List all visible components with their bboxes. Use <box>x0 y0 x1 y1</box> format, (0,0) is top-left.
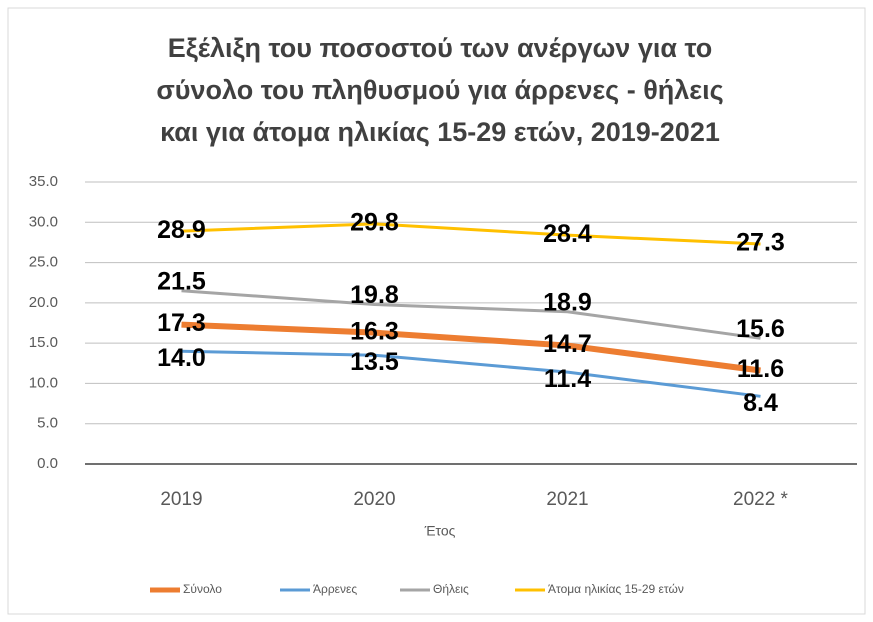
legend-label: Θήλεις <box>433 582 469 596</box>
data-label: 28.4 <box>543 220 592 248</box>
y-tick-label: 0.0 <box>37 455 58 472</box>
data-label: 17.3 <box>157 309 206 337</box>
y-tick-label: 25.0 <box>29 254 58 271</box>
series-line <box>181 222 761 246</box>
x-tick-label: 2019 <box>160 489 202 510</box>
y-tick-label: 30.0 <box>29 213 58 230</box>
x-tick-label: 2020 <box>353 489 395 510</box>
legend-label: Άρρενες <box>313 582 357 596</box>
series-line <box>181 289 761 340</box>
data-label: 11.4 <box>544 365 591 393</box>
legend-label: Σύνολο <box>183 582 222 596</box>
chart-title: σύνολο του πληθυσμού για άρρενες - θήλει… <box>156 75 723 105</box>
data-label: 18.9 <box>543 288 592 316</box>
data-label: 13.5 <box>350 348 399 376</box>
data-label: 15.6 <box>736 315 785 343</box>
data-label: 21.5 <box>157 267 206 295</box>
chart-border <box>7 7 866 615</box>
y-tick-label: 20.0 <box>29 294 58 311</box>
y-tick-label: 5.0 <box>37 415 58 432</box>
data-label: 29.8 <box>350 209 399 237</box>
data-label: 19.8 <box>350 281 399 309</box>
chart-title: Εξέλιξη του ποσοστού των ανέργων για το <box>168 33 712 63</box>
y-tick-label: 35.0 <box>29 173 58 190</box>
x-tick-label: 2022 * <box>733 489 789 510</box>
data-label: 14.0 <box>157 344 206 372</box>
series-line <box>181 349 761 398</box>
y-tick-label: 10.0 <box>29 374 58 391</box>
data-label: 16.3 <box>350 317 399 345</box>
data-label: 14.7 <box>543 330 592 358</box>
x-axis-label: Έτος <box>424 523 456 539</box>
y-tick-label: 15.0 <box>29 334 58 351</box>
data-label: 11.6 <box>737 355 784 383</box>
chart-title: και για άτομα ηλικίας 15-29 ετών, 2019-2… <box>160 117 720 147</box>
x-tick-label: 2021 <box>546 489 588 510</box>
data-label: 8.4 <box>743 389 778 417</box>
data-label: 28.9 <box>157 216 206 244</box>
data-label: 27.3 <box>736 229 785 257</box>
legend-label: Άτομα ηλικίας 15-29 ετών <box>548 582 684 596</box>
series-line <box>181 321 761 374</box>
